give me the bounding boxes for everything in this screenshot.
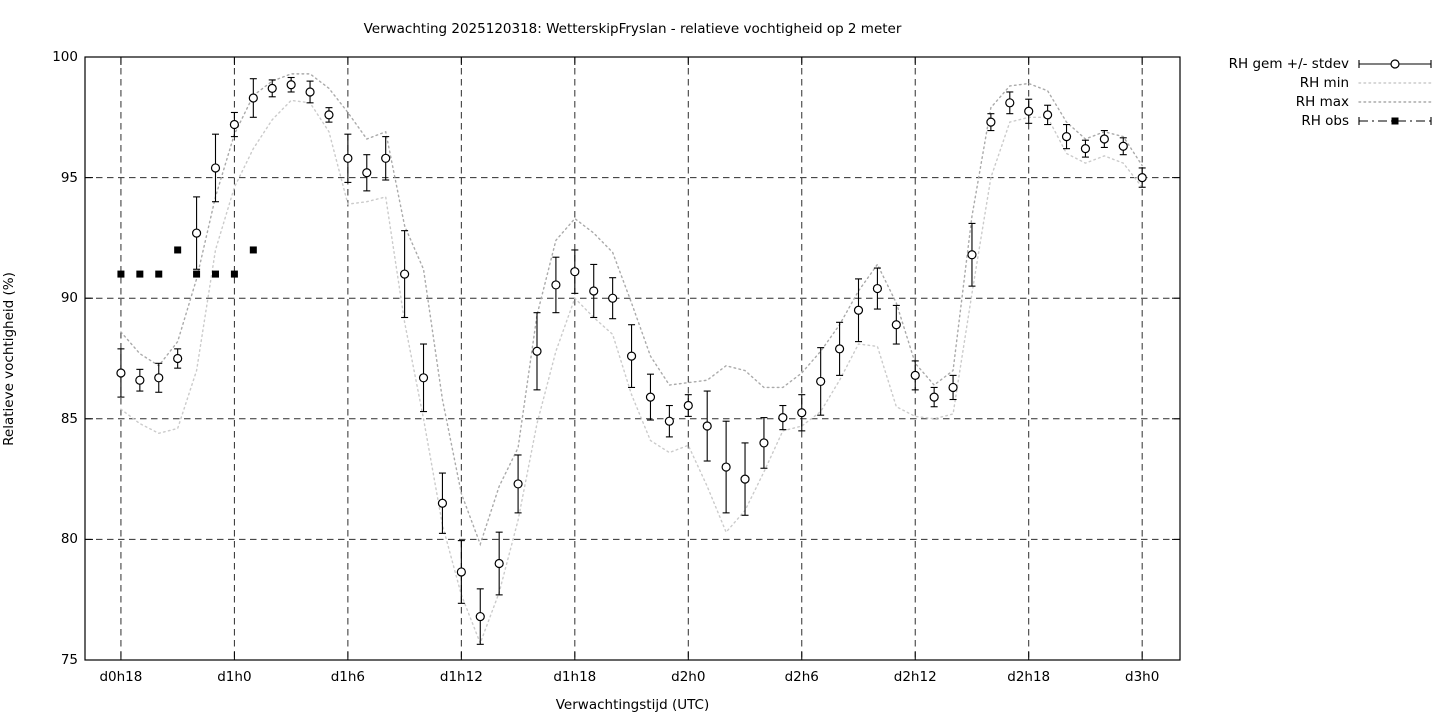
legend-label: RH min	[1299, 74, 1349, 91]
legend-item-rh-obs: RH obs	[1205, 111, 1433, 130]
errorbar-circle-sample-icon	[1358, 58, 1432, 69]
x-tick-label: d3h0	[1125, 669, 1160, 685]
x-tick-label: d1h12	[439, 669, 483, 685]
legend-item-rh-max: RH max	[1205, 92, 1433, 111]
x-axis-label: Verwachtingstijd (UTC)	[555, 697, 710, 713]
x-tick-label: d1h0	[217, 669, 252, 685]
y-tick-label: 75	[60, 652, 78, 668]
x-tick-label: d2h0	[671, 669, 706, 685]
rh-min-max-envelope	[120, 73, 1143, 646]
legend-label: RH max	[1295, 93, 1349, 110]
y-tick-label: 80	[60, 531, 78, 548]
x-tick-label: d2h18	[1007, 669, 1051, 685]
plot-border	[84, 56, 1181, 661]
y-tick-label: 85	[60, 410, 78, 427]
x-tick-label: d2h12	[893, 669, 937, 685]
legend-item-rh-gem: RH gem +/- stdev	[1205, 54, 1433, 73]
x-tick-label: d1h18	[553, 669, 597, 685]
y-tick-label: 95	[60, 169, 78, 186]
chart-title: Verwachting 2025120318: WetterskipFrysla…	[363, 21, 902, 37]
x-tick-label: d0h18	[99, 669, 143, 685]
dashdot-square-sample-icon	[1358, 116, 1432, 125]
legend-item-rh-min: RH min	[1205, 73, 1433, 92]
x-tick-label: d1h6	[330, 669, 366, 685]
dotted-line-sample-icon	[1358, 81, 1432, 84]
y-tick-label: 90	[60, 290, 78, 307]
x-tick-label: d2h6	[784, 669, 819, 685]
y-tick-label: 100	[52, 49, 78, 65]
legend-label: RH gem +/- stdev	[1228, 55, 1349, 72]
dotted-line-sample-icon	[1358, 100, 1432, 103]
rh-obs-points	[117, 246, 257, 278]
rh-gem-errorbar-points	[116, 76, 1147, 645]
legend-label: RH obs	[1301, 112, 1349, 129]
legend: RH gem +/- stdev RH min RH max RH obs	[1205, 54, 1433, 130]
